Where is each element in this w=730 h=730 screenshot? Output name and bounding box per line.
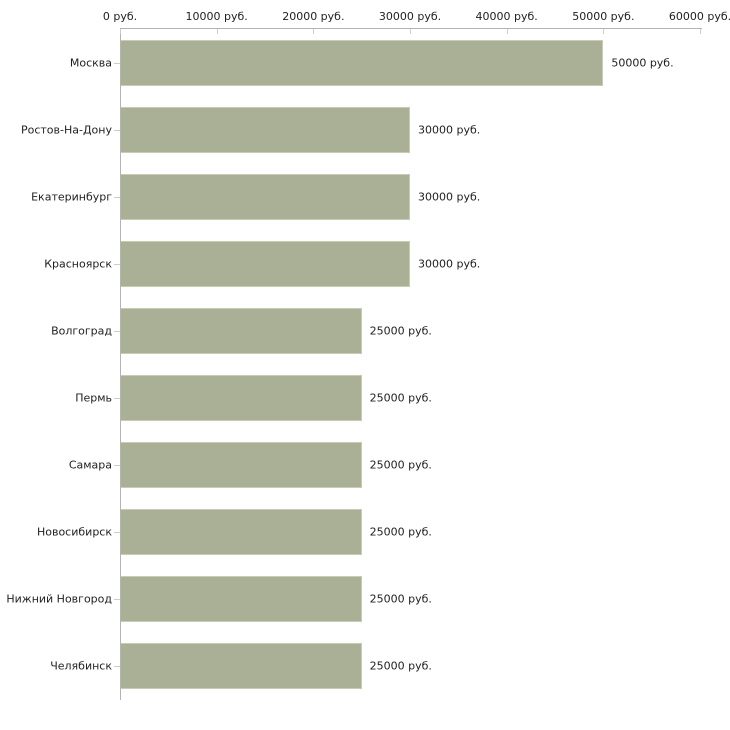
category-label: Пермь (75, 391, 112, 405)
value-label: 30000 руб. (418, 123, 481, 137)
category-tick-mark (113, 129, 120, 131)
category-label: Самара (68, 458, 112, 472)
x-axis-line (120, 28, 702, 29)
bar-Нижний Новгород[interactable] (121, 576, 362, 623)
bar-Волгоград[interactable] (121, 307, 362, 354)
value-label: 25000 руб. (369, 659, 432, 673)
category-label: Новосибирск (36, 525, 112, 539)
category-label: Красноярск (44, 257, 112, 271)
x-axis-tick-label: 20000 руб. (282, 10, 345, 23)
bar-Пермь[interactable] (121, 375, 362, 422)
category-label: Нижний Новгород (6, 592, 112, 606)
bar-Самара[interactable] (121, 442, 362, 489)
x-axis-tick-label: 60000 руб. (668, 10, 730, 23)
value-label: 25000 руб. (369, 458, 432, 472)
x-axis-tick-mark (216, 29, 218, 34)
value-label: 25000 руб. (369, 391, 432, 405)
x-axis-tick-mark (506, 29, 508, 34)
value-label: 30000 руб. (418, 190, 481, 204)
category-tick-mark (113, 398, 120, 400)
x-axis-tick-mark (313, 29, 315, 34)
x-axis-tick-label: 30000 руб. (378, 10, 442, 23)
x-axis-tick-mark (603, 29, 605, 34)
category-tick-mark (113, 330, 120, 332)
x-axis-tick-label: 10000 руб. (185, 10, 248, 23)
category-tick-mark (113, 532, 120, 534)
category-tick-mark (113, 62, 120, 64)
bar-Красноярск[interactable] (121, 240, 410, 287)
x-axis-tick-mark (410, 29, 411, 34)
x-axis-tick-label: 40000 руб. (475, 10, 538, 23)
y-axis-line (120, 28, 121, 700)
bar-Челябинск[interactable] (121, 643, 362, 690)
bar-Ростов-На-Дону[interactable] (121, 106, 410, 153)
category-label: Москва (69, 56, 112, 70)
bar-Екатеринбург[interactable] (121, 173, 410, 220)
category-label: Ростов-На-Дону (20, 123, 112, 137)
category-label: Екатеринбург (31, 190, 112, 204)
category-tick-mark (113, 263, 120, 265)
value-label: 30000 руб. (418, 257, 481, 271)
category-tick-mark (113, 196, 120, 198)
value-label: 50000 руб. (611, 56, 674, 70)
category-label: Челябинск (50, 659, 112, 673)
x-axis-tick-label: 50000 руб. (572, 10, 635, 23)
category-tick-mark (113, 465, 120, 467)
category-label: Волгоград (51, 324, 112, 338)
x-axis-tick-mark (700, 29, 701, 34)
value-label: 25000 руб. (369, 592, 432, 606)
bar-Новосибирск[interactable] (121, 509, 362, 556)
category-tick-mark (113, 599, 120, 601)
category-tick-mark (113, 666, 120, 668)
value-label: 25000 руб. (369, 324, 432, 338)
x-axis-tick-mark (120, 29, 121, 34)
bar-Москва[interactable] (121, 39, 604, 86)
x-axis-tick-label: 0 руб. (102, 10, 138, 23)
value-label: 25000 руб. (369, 525, 432, 539)
